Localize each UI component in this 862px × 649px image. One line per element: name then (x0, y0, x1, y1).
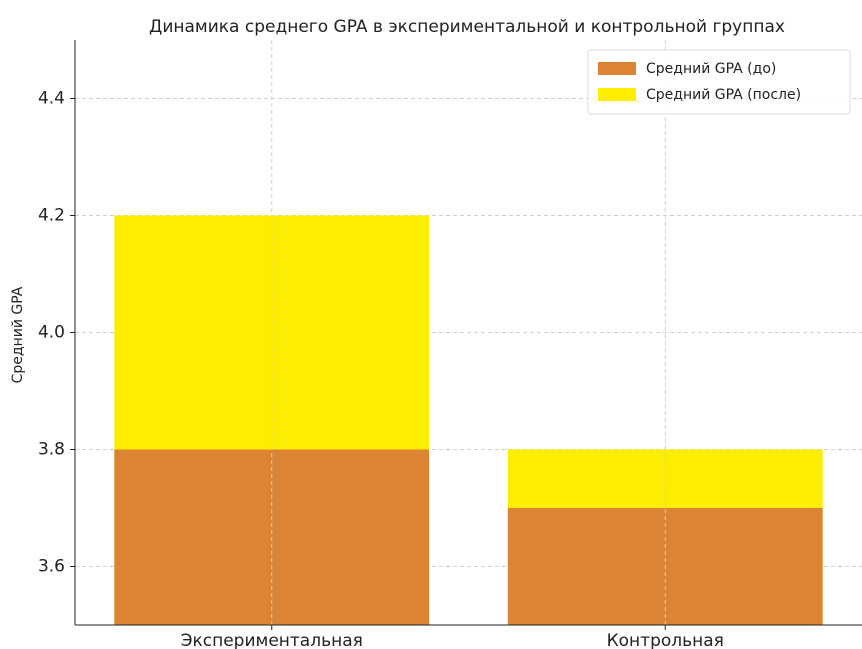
y-tick-label: 4.2 (38, 206, 65, 226)
x-tick-label: Экспериментальная (181, 631, 363, 649)
legend-swatch (598, 88, 636, 101)
y-axis-label: Средний GPA (10, 286, 26, 383)
chart-title: Динамика среднего GPA в экспериментально… (149, 17, 785, 37)
y-tick-label: 3.6 (38, 557, 65, 577)
x-tick-label: Контрольная (607, 631, 724, 649)
y-tick-label: 3.8 (38, 440, 65, 460)
grid (75, 98, 862, 567)
y-tick-label: 4.4 (38, 89, 65, 109)
legend-box (587, 49, 851, 115)
bars (114, 215, 823, 625)
legend-label: Средний GPA (после) (646, 87, 801, 103)
legend: Средний GPA (до) Средний GPA (после) (587, 49, 851, 115)
legend-label: Средний GPA (до) (646, 61, 776, 77)
y-tick-label: 4.0 (38, 323, 65, 343)
legend-swatch (598, 62, 636, 75)
